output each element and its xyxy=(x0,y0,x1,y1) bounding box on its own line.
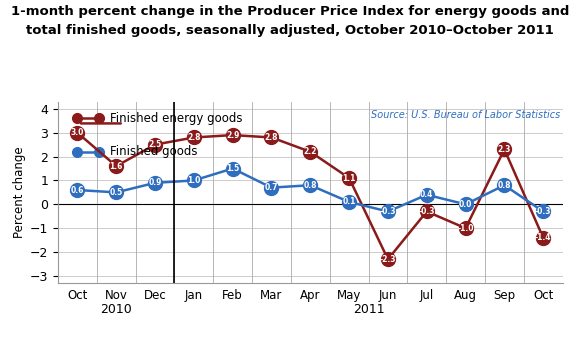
Text: 1.1: 1.1 xyxy=(342,174,356,183)
Text: 2.5: 2.5 xyxy=(148,140,162,149)
Text: 0.4: 0.4 xyxy=(420,190,433,199)
Text: Feb: Feb xyxy=(222,289,243,302)
Text: -1.0: -1.0 xyxy=(457,224,474,233)
Text: 1-month percent change in the Producer Price Index for energy goods and: 1-month percent change in the Producer P… xyxy=(11,5,569,19)
Text: -1.4: -1.4 xyxy=(535,233,552,242)
Text: Sep: Sep xyxy=(494,289,516,302)
Text: Jun: Jun xyxy=(379,289,397,302)
Text: -2.3: -2.3 xyxy=(380,255,396,264)
Text: Finished energy goods: Finished energy goods xyxy=(110,112,243,125)
Text: 1.5: 1.5 xyxy=(226,164,240,173)
Text: 2.8: 2.8 xyxy=(264,133,278,142)
Text: 0.7: 0.7 xyxy=(264,183,278,192)
Text: Aug: Aug xyxy=(454,289,477,302)
Text: Oct: Oct xyxy=(67,289,88,302)
Text: Source: U.S. Bureau of Labor Statistics: Source: U.S. Bureau of Labor Statistics xyxy=(371,110,561,120)
Text: 0.8: 0.8 xyxy=(498,181,511,190)
Text: 0.5: 0.5 xyxy=(110,188,123,197)
Text: 0.1: 0.1 xyxy=(342,197,356,207)
Text: 2.2: 2.2 xyxy=(303,147,317,156)
Text: 2011: 2011 xyxy=(353,303,385,317)
Text: 2.8: 2.8 xyxy=(187,133,201,142)
Text: 1.0: 1.0 xyxy=(187,176,201,185)
Text: 0.8: 0.8 xyxy=(303,181,317,190)
Text: 2010: 2010 xyxy=(100,303,132,317)
Text: -0.3: -0.3 xyxy=(419,207,435,216)
Text: 0.0: 0.0 xyxy=(459,200,472,209)
Text: 1.6: 1.6 xyxy=(110,162,123,171)
Text: Finished goods: Finished goods xyxy=(110,145,198,158)
Text: Jan: Jan xyxy=(185,289,203,302)
Text: Oct: Oct xyxy=(533,289,553,302)
Text: Apr: Apr xyxy=(300,289,321,302)
Text: 2.9: 2.9 xyxy=(226,131,240,140)
Text: -0.3: -0.3 xyxy=(380,207,396,216)
Text: Nov: Nov xyxy=(105,289,128,302)
Text: Mar: Mar xyxy=(260,289,282,302)
Y-axis label: Percent change: Percent change xyxy=(13,147,26,238)
Text: 3.0: 3.0 xyxy=(71,128,84,137)
Text: 2.3: 2.3 xyxy=(498,145,511,154)
Text: 0.6: 0.6 xyxy=(71,185,84,195)
Text: Dec: Dec xyxy=(144,289,166,302)
Text: -0.3: -0.3 xyxy=(535,207,552,216)
Text: Jul: Jul xyxy=(419,289,434,302)
Text: 0.9: 0.9 xyxy=(148,178,162,187)
Text: May: May xyxy=(337,289,361,302)
Text: total finished goods, seasonally adjusted, October 2010–October 2011: total finished goods, seasonally adjuste… xyxy=(26,24,554,37)
